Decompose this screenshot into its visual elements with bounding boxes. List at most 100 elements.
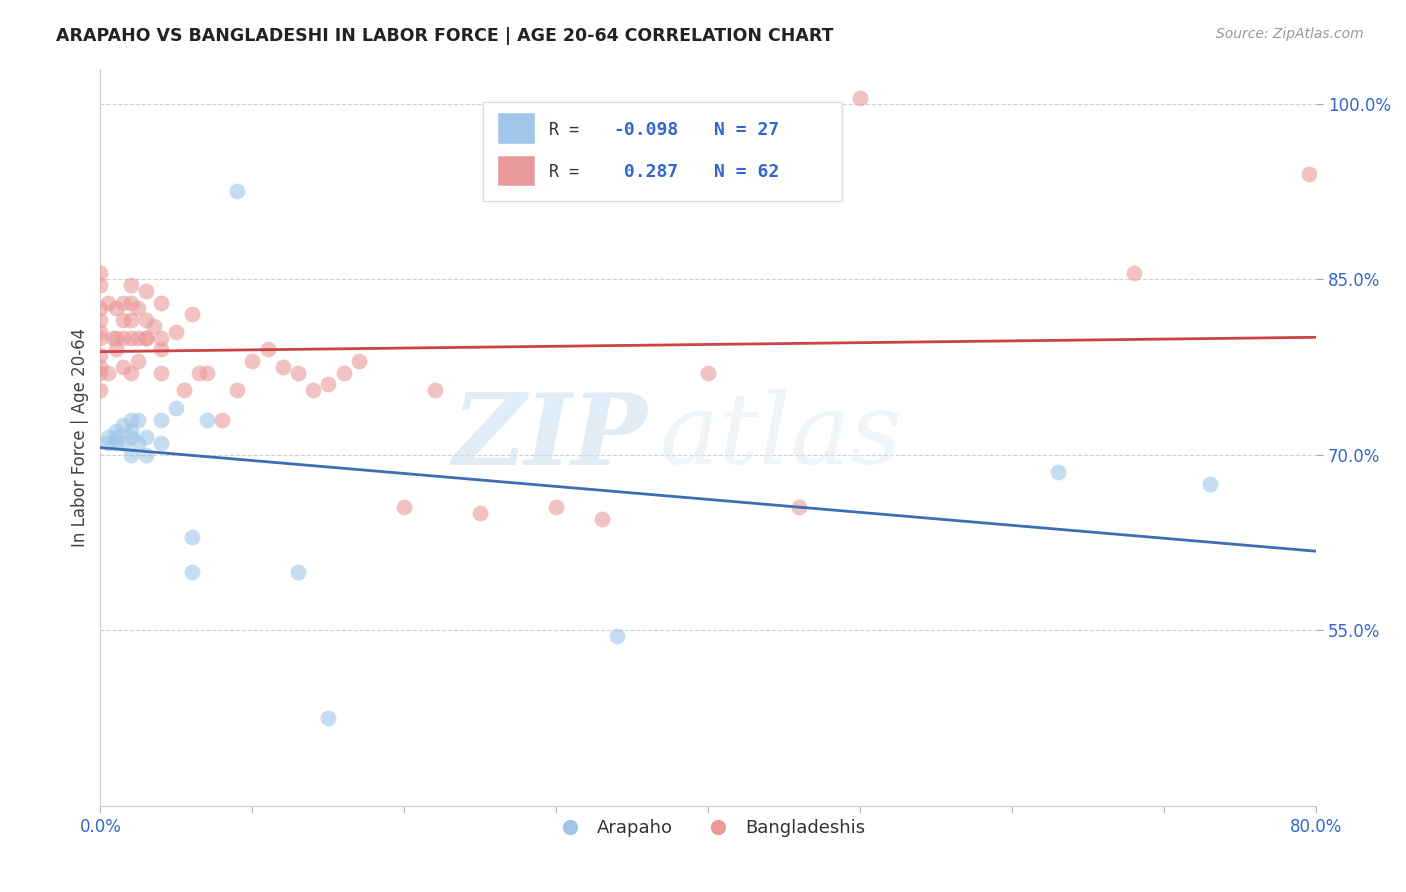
Point <box>347 354 370 368</box>
Point <box>104 436 127 450</box>
Point <box>112 436 135 450</box>
Point <box>135 313 157 327</box>
FancyBboxPatch shape <box>484 102 842 202</box>
Point <box>226 185 249 199</box>
Text: atlas: atlas <box>659 390 903 484</box>
Point <box>127 354 149 368</box>
Point <box>97 295 120 310</box>
Point <box>127 436 149 450</box>
Point <box>89 266 111 280</box>
Point <box>135 284 157 298</box>
Point <box>150 295 173 310</box>
Point <box>142 318 165 333</box>
Point <box>89 278 111 293</box>
Point <box>180 530 202 544</box>
Point <box>97 436 120 450</box>
Point <box>546 500 568 515</box>
Point <box>849 91 872 105</box>
Point <box>165 401 187 415</box>
Point <box>135 331 157 345</box>
Point <box>1298 167 1320 181</box>
Point <box>120 295 142 310</box>
Legend: Arapaho, Bangladeshis: Arapaho, Bangladeshis <box>544 812 872 845</box>
Point <box>150 436 173 450</box>
Point <box>120 331 142 345</box>
Point <box>120 448 142 462</box>
Point <box>104 301 127 316</box>
Point <box>127 412 149 426</box>
Point <box>1122 266 1144 280</box>
Point <box>240 354 263 368</box>
Point <box>697 366 720 380</box>
Point <box>150 343 173 357</box>
Point <box>89 359 111 374</box>
Point <box>89 325 111 339</box>
Point <box>318 711 340 725</box>
Point <box>112 331 135 345</box>
Text: ARAPAHO VS BANGLADESHI IN LABOR FORCE | AGE 20-64 CORRELATION CHART: ARAPAHO VS BANGLADESHI IN LABOR FORCE | … <box>56 27 834 45</box>
Point <box>150 412 173 426</box>
Point <box>135 448 157 462</box>
Point <box>89 331 111 345</box>
Point <box>271 359 294 374</box>
Point <box>195 366 218 380</box>
Point <box>89 384 111 398</box>
Point <box>1198 477 1220 491</box>
Point <box>120 278 142 293</box>
Point <box>188 366 211 380</box>
Point <box>470 506 492 520</box>
Text: 0.287: 0.287 <box>613 162 679 181</box>
Point <box>789 500 811 515</box>
Point <box>165 325 187 339</box>
Point <box>104 430 127 444</box>
Point <box>120 424 142 438</box>
Point <box>211 412 233 426</box>
Text: -0.098: -0.098 <box>613 120 679 139</box>
Point <box>89 348 111 362</box>
Text: N = 62: N = 62 <box>714 162 779 181</box>
Point <box>591 512 613 526</box>
Point <box>135 430 157 444</box>
Point <box>287 366 309 380</box>
Point <box>173 384 195 398</box>
Point <box>318 377 340 392</box>
Point <box>101 331 124 345</box>
Point <box>127 331 149 345</box>
Point <box>97 366 120 380</box>
Point <box>287 565 309 579</box>
Point <box>104 424 127 438</box>
Point <box>332 366 354 380</box>
Point <box>150 331 173 345</box>
Point <box>112 313 135 327</box>
Point <box>423 384 446 398</box>
Point <box>89 301 111 316</box>
Y-axis label: In Labor Force | Age 20-64: In Labor Force | Age 20-64 <box>72 327 89 547</box>
Bar <box>498 113 534 143</box>
Text: ZIP: ZIP <box>453 389 648 485</box>
Point <box>112 295 135 310</box>
Point <box>195 412 218 426</box>
Point <box>120 430 142 444</box>
Point <box>135 331 157 345</box>
Point <box>256 343 278 357</box>
Point <box>89 366 111 380</box>
Text: N = 27: N = 27 <box>714 120 779 139</box>
Point <box>394 500 416 515</box>
Point <box>180 565 202 579</box>
Point <box>127 301 149 316</box>
Point <box>104 343 127 357</box>
Point <box>120 366 142 380</box>
Point <box>1046 465 1069 479</box>
Point <box>112 418 135 433</box>
Point <box>97 430 120 444</box>
Text: R =: R = <box>548 162 589 181</box>
Point <box>104 331 127 345</box>
Point <box>226 384 249 398</box>
Point <box>180 307 202 321</box>
Bar <box>498 155 534 185</box>
Text: R =: R = <box>548 120 589 139</box>
Point <box>89 313 111 327</box>
Point <box>150 366 173 380</box>
Point <box>112 359 135 374</box>
Point <box>120 412 142 426</box>
